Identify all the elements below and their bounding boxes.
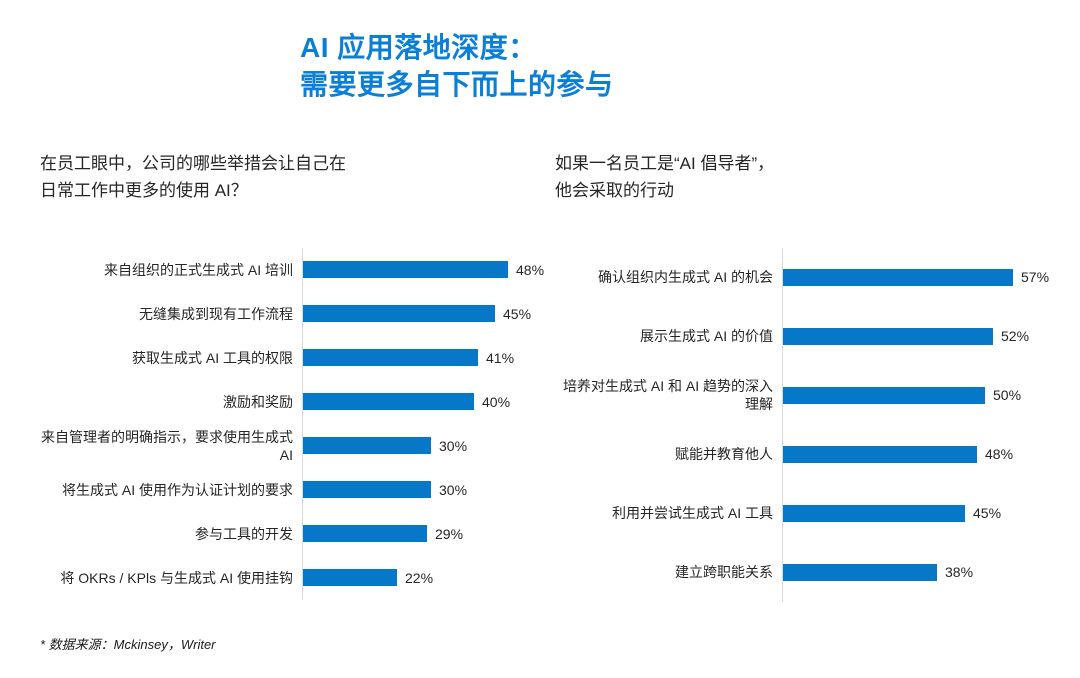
bar-area: 50% xyxy=(782,365,1060,425)
bar-area: 41% xyxy=(302,335,555,380)
bar-row: 展示生成式 AI 的价值 52% xyxy=(555,306,1060,366)
value-label: 40% xyxy=(482,393,511,410)
left-question-line2: 日常工作中更多的使用 AI？ xyxy=(40,181,248,201)
bar-row: 培养对生成式 AI 和 AI 趋势的深入理解 50% xyxy=(555,365,1060,425)
page-title-line1: AI 应用落地深度： xyxy=(300,32,537,63)
bar-area: 30% xyxy=(302,467,555,512)
value-label: 57% xyxy=(1021,269,1050,286)
value-label: 30% xyxy=(439,481,468,498)
left-chart-question: 在员工眼中，公司的哪些举措会让自己在 日常工作中更多的使用 AI？ xyxy=(40,150,555,208)
bar-row: 无缝集成到现有工作流程 45% xyxy=(40,291,555,336)
value-label: 30% xyxy=(439,437,468,454)
bar-area: 40% xyxy=(302,379,555,424)
category-label: 无缝集成到现有工作流程 xyxy=(139,305,293,322)
bar-row: 赋能并教育他人 48% xyxy=(555,424,1060,484)
value-label: 52% xyxy=(1001,328,1030,345)
bar-area: 22% xyxy=(302,555,555,600)
category-label: 培养对生成式 AI 和 AI 趋势的深入理解 xyxy=(562,378,773,413)
bar-area: 48% xyxy=(302,247,555,292)
page-title: AI 应用落地深度： 需要更多自下而上的参与 xyxy=(300,30,1060,104)
bar-row: 建立跨职能关系 38% xyxy=(555,542,1060,602)
bar-row: 激励和奖励 40% xyxy=(40,379,555,424)
bar xyxy=(303,349,478,367)
page-title-line2: 需要更多自下而上的参与 xyxy=(300,68,614,100)
value-label: 45% xyxy=(503,305,532,322)
data-source-footnote: * 数据来源：Mckinsey，Writer xyxy=(40,636,216,652)
bar xyxy=(783,445,977,463)
bar xyxy=(303,437,431,455)
bar xyxy=(303,481,431,499)
category-label: 激励和奖励 xyxy=(223,393,293,410)
category-label: 获取生成式 AI 工具的权限 xyxy=(131,349,293,366)
category-label: 展示生成式 AI 的价值 xyxy=(639,328,773,345)
bar-area: 57% xyxy=(782,247,1060,307)
right-bar-chart: 确认组织内生成式 AI 的机会 57% 展示生成式 AI 的价值 52% 培养对生成式 … xyxy=(555,247,1060,602)
bar-row: 将生成式 AI 使用作为认证计划的要求 30% xyxy=(40,467,555,512)
bar-row: 确认组织内生成式 AI 的机会 57% xyxy=(555,247,1060,307)
bar-row: 来自管理者的明确指示，要求使用生成式 AI 30% xyxy=(40,423,555,468)
right-chart-question: 如果一名员工是“AI 倡导者”， 他会采取的行动 xyxy=(555,150,1060,208)
value-label: 38% xyxy=(945,564,974,581)
bar-row: 将 OKRs / KPls 与生成式 AI 使用挂钩 22% xyxy=(40,555,555,600)
left-question-line1: 在员工眼中，公司的哪些举措会让自己在 xyxy=(40,153,346,173)
bar-row: 来自组织的正式生成式 AI 培训 48% xyxy=(40,247,555,292)
bar-area: 45% xyxy=(782,483,1060,543)
category-label: 确认组织内生成式 AI 的机会 xyxy=(597,269,773,286)
value-label: 22% xyxy=(405,569,434,586)
left-bar-chart: 来自组织的正式生成式 AI 培训 48% 无缝集成到现有工作流程 45% 获取生成式 A… xyxy=(40,247,555,600)
bar xyxy=(303,525,427,543)
bar-area: 38% xyxy=(782,542,1060,602)
right-chart-panel: 如果一名员工是“AI 倡导者”， 他会采取的行动 确认组织内生成式 AI 的机会… xyxy=(555,150,1060,602)
bar xyxy=(783,268,1013,286)
category-label: 利用并尝试生成式 AI 工具 xyxy=(611,505,773,522)
bar xyxy=(303,305,495,323)
charts-container: 在员工眼中，公司的哪些举措会让自己在 日常工作中更多的使用 AI？ 来自组织的正… xyxy=(40,150,1060,602)
bar-row: 利用并尝试生成式 AI 工具 45% xyxy=(555,483,1060,543)
left-chart-panel: 在员工眼中，公司的哪些举措会让自己在 日常工作中更多的使用 AI？ 来自组织的正… xyxy=(40,150,555,602)
value-label: 50% xyxy=(993,387,1022,404)
bar xyxy=(303,569,397,587)
category-label: 参与工具的开发 xyxy=(195,525,293,542)
bar-row: 参与工具的开发 29% xyxy=(40,511,555,556)
bar xyxy=(303,261,508,279)
bar-area: 48% xyxy=(782,424,1060,484)
bar xyxy=(783,504,965,522)
category-label: 赋能并教育他人 xyxy=(675,446,773,463)
bar-area: 45% xyxy=(302,291,555,336)
value-label: 29% xyxy=(435,525,464,542)
category-label: 来自管理者的明确指示，要求使用生成式 AI xyxy=(41,428,293,463)
bar-row: 获取生成式 AI 工具的权限 41% xyxy=(40,335,555,380)
bar-area: 30% xyxy=(302,423,555,468)
bar xyxy=(783,327,993,345)
right-question-line1: 如果一名员工是“AI 倡导者”， xyxy=(555,153,775,173)
category-label: 来自组织的正式生成式 AI 培训 xyxy=(103,261,293,278)
category-label: 建立跨职能关系 xyxy=(675,564,773,581)
bar xyxy=(303,393,474,411)
right-question-line2: 他会采取的行动 xyxy=(555,181,674,201)
value-label: 41% xyxy=(486,349,515,366)
bar-area: 52% xyxy=(782,306,1060,366)
value-label: 45% xyxy=(973,505,1002,522)
category-label: 将生成式 AI 使用作为认证计划的要求 xyxy=(61,481,293,498)
value-label: 48% xyxy=(985,446,1014,463)
category-label: 将 OKRs / KPls 与生成式 AI 使用挂钩 xyxy=(60,569,293,586)
bar xyxy=(783,563,937,581)
value-label: 48% xyxy=(516,261,545,278)
bar xyxy=(783,386,985,404)
bar-area: 29% xyxy=(302,511,555,556)
